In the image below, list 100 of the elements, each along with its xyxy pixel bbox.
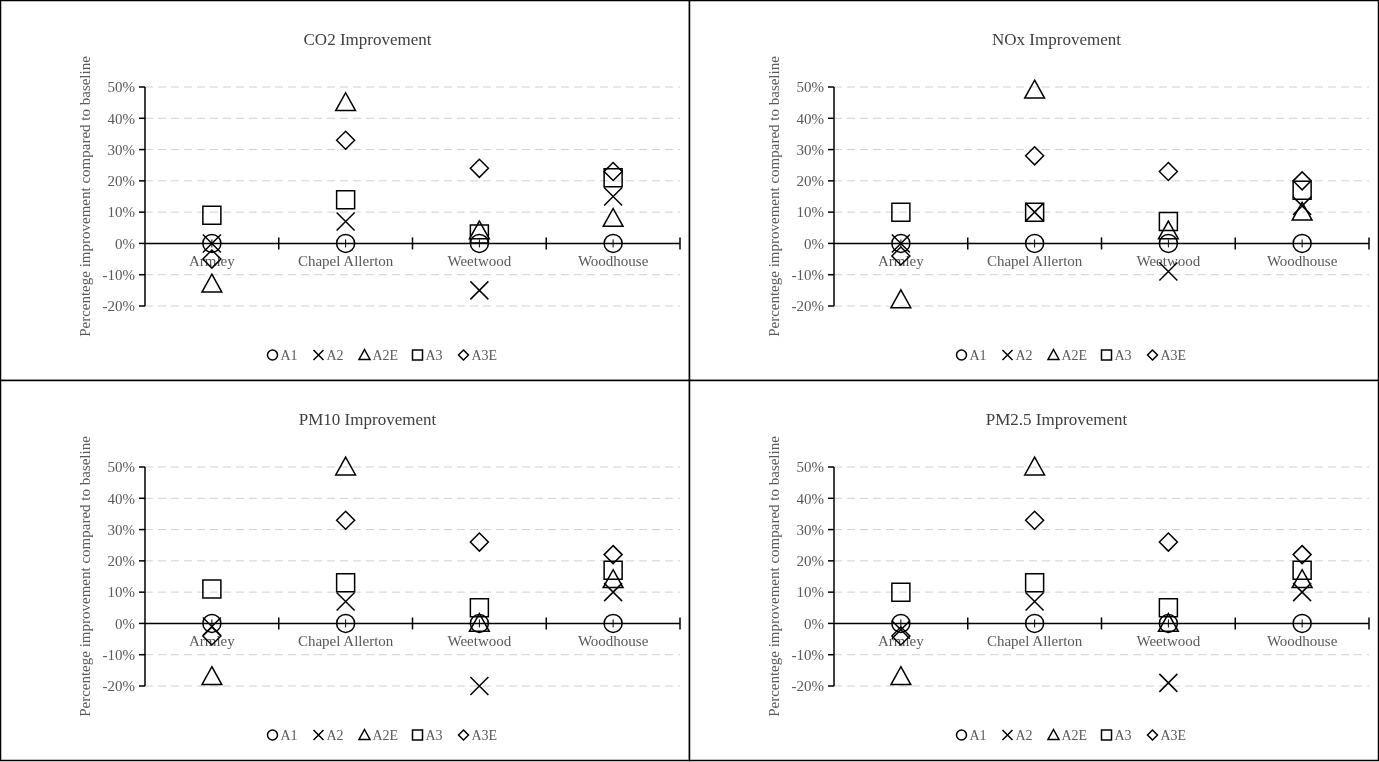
x-tick-label: Chapel Allerton — [297, 633, 394, 650]
point — [1158, 211, 1179, 232]
point — [1024, 146, 1045, 166]
legend-label: A1 — [280, 347, 298, 363]
y-tick-label: -20% — [102, 298, 135, 315]
y-tick-label: 50% — [796, 459, 824, 476]
point — [335, 573, 356, 593]
x-tick-label: Chapel Allerton — [986, 633, 1083, 650]
y-axis-title: Percentege improvement compared to baseline — [77, 55, 93, 337]
y-tick-label: -10% — [791, 266, 824, 283]
point — [469, 676, 490, 696]
y-tick-label: 30% — [107, 521, 135, 538]
y-tick-label: 40% — [796, 490, 824, 507]
point — [1024, 613, 1045, 634]
point — [1158, 673, 1179, 693]
y-tick-label: 20% — [796, 173, 824, 190]
y-tick-label: 30% — [796, 141, 824, 158]
y-tick-label: 10% — [796, 584, 824, 601]
point — [603, 233, 623, 254]
point — [335, 130, 356, 150]
point — [202, 205, 222, 226]
y-tick-label: -20% — [102, 678, 135, 695]
legend-label: A1 — [280, 727, 298, 743]
point — [891, 582, 911, 602]
legend-label: A3 — [1114, 347, 1132, 363]
point — [603, 613, 623, 634]
point — [1023, 456, 1046, 476]
y-axis-title: Percentege improvement compared to baseline — [766, 55, 782, 337]
y-tick-label: 50% — [107, 459, 135, 476]
y-tick-label: 50% — [796, 79, 824, 96]
x-tick-label: Woodhouse — [577, 253, 649, 270]
point — [1158, 233, 1179, 254]
chart-title: PM10 Improvement — [298, 410, 437, 429]
point — [1024, 233, 1045, 254]
point — [469, 532, 490, 552]
legend-label: A2E — [1061, 347, 1088, 363]
legend-label: A3 — [1114, 727, 1132, 743]
point — [603, 161, 623, 182]
y-axis-title: Percentege improvement compared to baseline — [766, 435, 782, 717]
point — [1292, 233, 1312, 254]
x-tick-label: Woodhouse — [577, 633, 649, 650]
legend-label: A1 — [969, 347, 987, 363]
legend-label: A3 — [425, 727, 443, 743]
y-tick-label: 20% — [107, 553, 135, 570]
point — [1292, 544, 1312, 565]
point — [1291, 568, 1313, 589]
point — [1158, 532, 1179, 552]
point — [1157, 220, 1180, 240]
chart-title: CO2 Improvement — [303, 30, 432, 49]
x-tick-label: Woodhouse — [1266, 633, 1338, 650]
point — [334, 456, 357, 476]
y-tick-label: -10% — [102, 266, 135, 283]
point — [1158, 598, 1179, 618]
x-tick-label: Weetwood — [1136, 253, 1201, 270]
point — [603, 186, 623, 207]
x-tick-label: Chapel Allerton — [297, 253, 394, 270]
y-tick-label: -10% — [102, 646, 135, 663]
point — [335, 233, 356, 254]
y-tick-label: 20% — [796, 553, 824, 570]
y-tick-label: -20% — [791, 298, 824, 315]
y-tick-label: 30% — [107, 141, 135, 158]
point — [602, 207, 624, 228]
legend-label: A2 — [326, 727, 344, 743]
point — [335, 613, 356, 634]
y-tick-label: 0% — [804, 615, 824, 632]
chart-title: NOx Improvement — [992, 30, 1122, 49]
legend-label: A2E — [372, 727, 399, 743]
point — [334, 91, 357, 112]
x-tick-label: Weetwood — [447, 253, 512, 270]
point — [469, 598, 490, 618]
point — [890, 289, 912, 309]
legend-label: A2E — [372, 347, 399, 363]
point — [202, 579, 222, 599]
y-tick-label: 10% — [796, 204, 824, 221]
y-tick-label: 40% — [796, 110, 824, 127]
point — [1024, 510, 1045, 530]
point — [201, 665, 223, 686]
y-tick-label: 40% — [107, 110, 135, 127]
chart-title: PM2.5 Improvement — [985, 410, 1128, 429]
legend-label: A3E — [1160, 347, 1187, 363]
x-tick-label: Weetwood — [447, 633, 512, 650]
legend-label: A2E — [1061, 727, 1088, 743]
y-tick-label: -20% — [791, 678, 824, 695]
point — [1024, 573, 1045, 593]
y-tick-label: 30% — [796, 521, 824, 538]
legend-label: A2 — [1015, 727, 1033, 743]
y-tick-label: 0% — [115, 615, 135, 632]
point — [1291, 201, 1313, 221]
y-tick-label: 10% — [107, 584, 135, 601]
point — [603, 167, 623, 188]
y-tick-label: -10% — [791, 646, 824, 663]
point — [890, 665, 912, 686]
legend-label: A3E — [471, 347, 498, 363]
legend-label: A2 — [1015, 347, 1033, 363]
y-tick-label: 0% — [115, 235, 135, 252]
y-tick-label: 50% — [107, 79, 135, 96]
legend-label: A3E — [1160, 727, 1187, 743]
point — [469, 233, 490, 254]
point — [1292, 171, 1312, 191]
point — [469, 158, 490, 179]
